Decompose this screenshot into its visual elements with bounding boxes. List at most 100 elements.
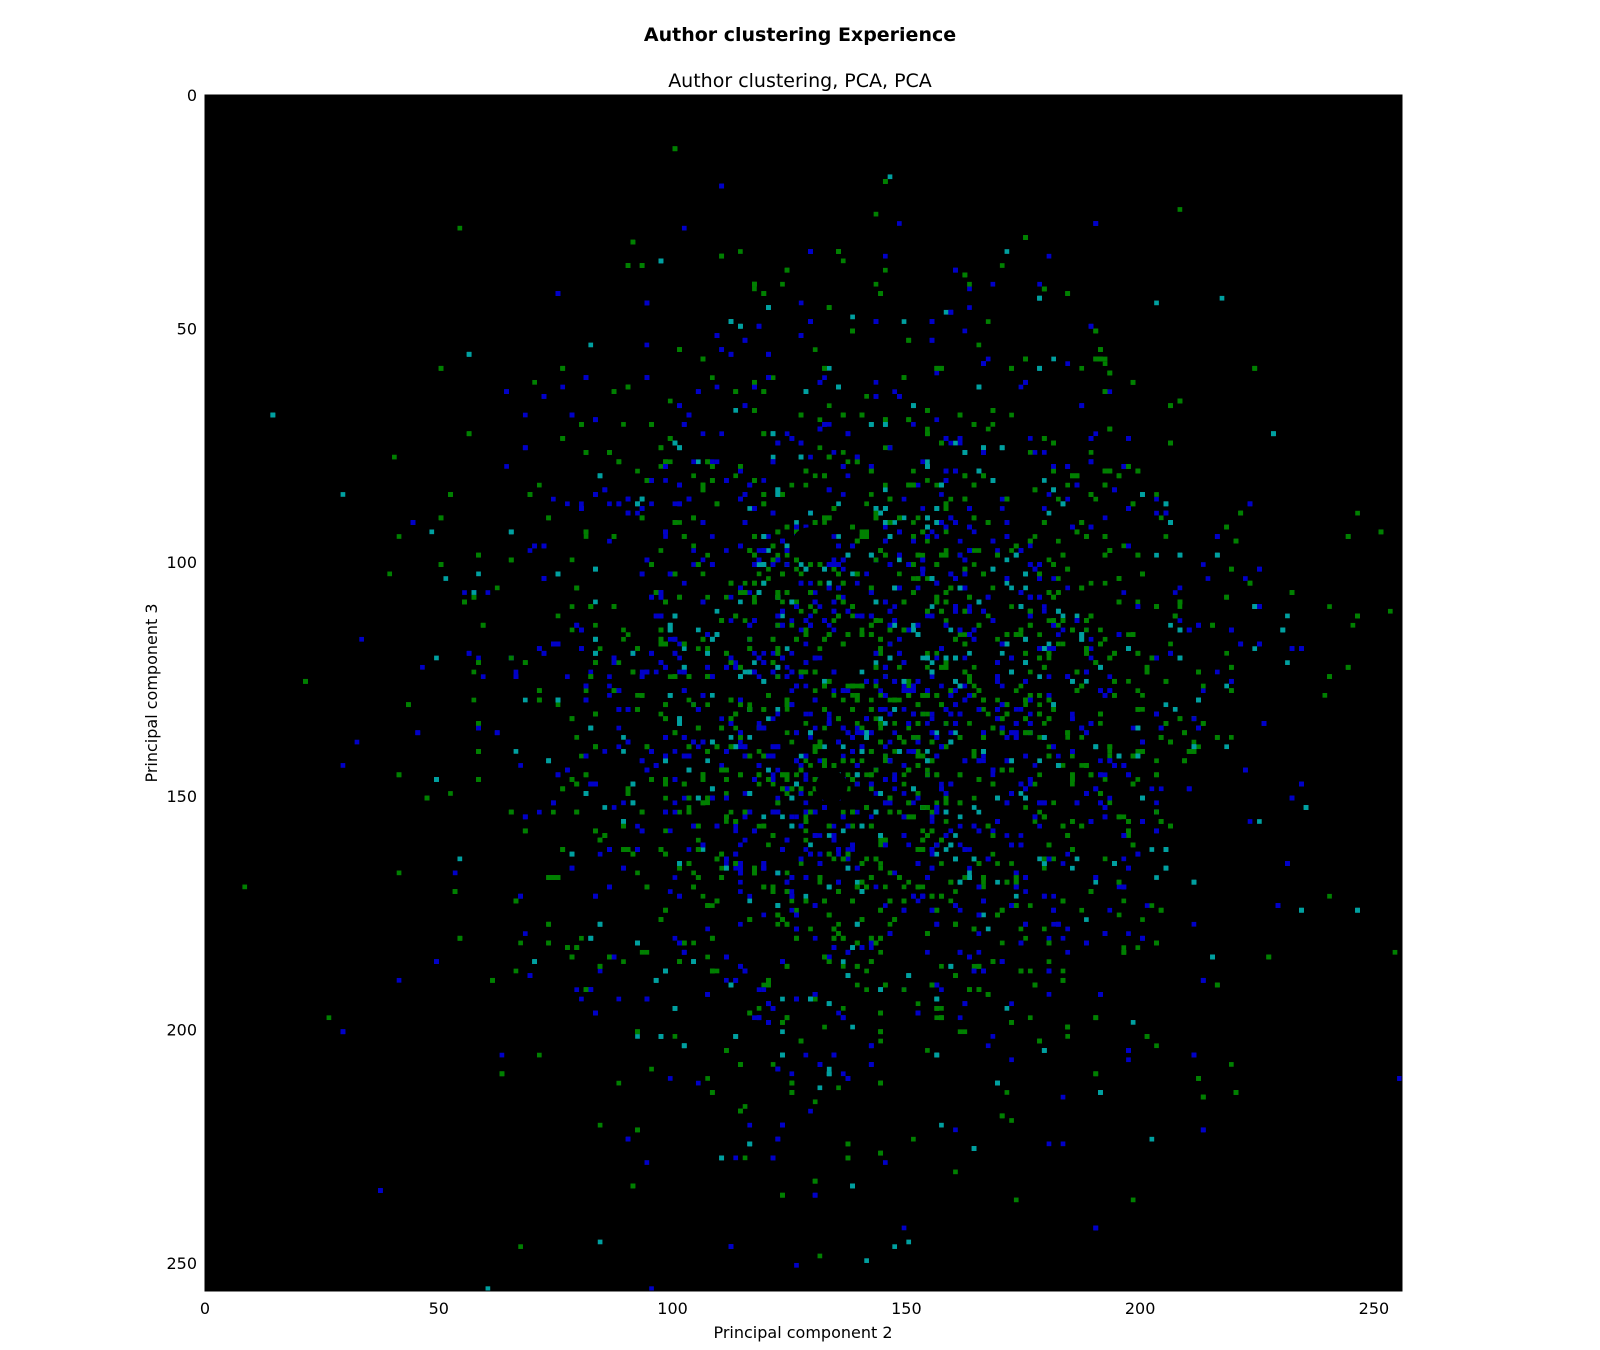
heatmap-pixel [929,674,935,679]
heatmap-pixel [1009,1118,1014,1123]
heatmap-pixel [513,749,519,754]
heatmap-pixel [1285,660,1290,665]
heatmap-pixel [999,263,1005,268]
heatmap-pixel [920,655,926,661]
heatmap-pixel [1009,585,1014,591]
heatmap-pixel [780,996,785,1002]
heatmap-pixel [1046,618,1052,623]
heatmap-pixel [569,557,575,563]
heatmap-pixel [653,669,659,675]
heatmap-pixel [742,791,748,796]
heatmap-pixel [920,711,926,717]
heatmap-pixel [1177,207,1183,212]
heatmap-pixel [882,267,888,273]
heatmap-pixel [1228,735,1234,740]
heatmap-pixel [742,837,748,843]
heatmap-pixel [850,314,855,320]
heatmap-pixel [995,879,1000,885]
heatmap-pixel [967,865,972,871]
heatmap-pixel [607,674,612,679]
heatmap-pixel [864,772,869,778]
heatmap-pixel [925,767,930,773]
heatmap-pixel [911,520,916,525]
heatmap-pixel [971,795,977,801]
heatmap-pixel [1327,893,1332,899]
heatmap-pixel [962,1029,968,1035]
heatmap-pixel [700,431,706,437]
heatmap-pixel [1135,777,1141,782]
heatmap-pixel [1046,641,1052,647]
heatmap-pixel [724,594,729,600]
heatmap-pixel [621,735,626,740]
heatmap-pixel [752,1015,757,1021]
heatmap-pixel [738,599,743,605]
heatmap-pixel [999,683,1005,689]
heatmap-pixel [770,716,776,722]
heatmap-pixel [906,683,912,689]
heatmap-pixel [901,791,907,796]
heatmap-pixel [929,716,935,722]
heatmap-pixel [911,622,916,628]
heatmap-pixel [784,646,790,651]
heatmap-pixel [887,921,893,927]
heatmap-pixel [1065,482,1071,488]
heatmap-pixel [882,744,888,750]
heatmap-pixel [957,440,963,446]
heatmap-pixel [1055,753,1061,759]
heatmap-pixel [1135,599,1141,605]
heatmap-pixel [1130,725,1136,731]
heatmap-pixel [1121,945,1127,950]
heatmap-pixel [354,739,360,745]
heatmap-pixel [817,758,823,764]
heatmap-pixel [639,669,645,675]
heatmap-pixel [775,795,781,801]
heatmap-pixel [925,538,930,544]
heatmap-pixel [593,622,598,628]
heatmap-pixel [836,534,841,539]
heatmap-pixel [901,515,907,521]
heatmap-pixel [728,594,734,600]
heatmap-pixel [518,940,523,946]
heatmap-pixel [1149,847,1155,852]
heatmap-pixel [597,851,603,857]
heatmap-pixel [1107,800,1113,806]
heatmap-pixel [803,482,809,488]
heatmap-pixel [789,889,795,894]
heatmap-pixel [985,319,991,324]
heatmap-pixel [897,221,902,226]
heatmap-pixel [803,758,809,764]
heatmap-pixel [1027,711,1033,717]
heatmap-pixel [1032,450,1038,455]
heatmap-pixel [1018,833,1024,838]
heatmap-pixel [1055,622,1061,628]
plot-area [205,95,1402,1291]
heatmap-pixel [1027,968,1033,974]
heatmap-pixel [999,940,1005,946]
heatmap-pixel [1121,543,1127,549]
heatmap-pixel [1102,356,1108,362]
heatmap-pixel [658,711,664,717]
heatmap-pixel [1023,753,1028,759]
heatmap-pixel [719,431,725,437]
heatmap-pixel [971,664,977,670]
heatmap-pixel [906,879,912,885]
heatmap-pixel [812,688,818,694]
heatmap-pixel [1149,903,1155,908]
heatmap-pixel [621,636,626,642]
heatmap-pixel [1037,772,1042,778]
heatmap-pixel [695,646,701,651]
heatmap-pixel [1126,632,1131,637]
heatmap-pixel [808,842,813,848]
heatmap-pixel [822,375,827,380]
heatmap-pixel [429,529,435,535]
heatmap-pixel [948,828,954,834]
heatmap-pixel [775,552,781,558]
heatmap-pixel [934,370,940,376]
heatmap-pixel [499,1052,505,1058]
heatmap-pixel [840,258,846,264]
heatmap-pixel [672,501,678,507]
heatmap-pixel [911,576,916,581]
heatmap-pixel [803,711,809,717]
heatmap-pixel [845,459,851,465]
heatmap-pixel [850,1024,855,1030]
